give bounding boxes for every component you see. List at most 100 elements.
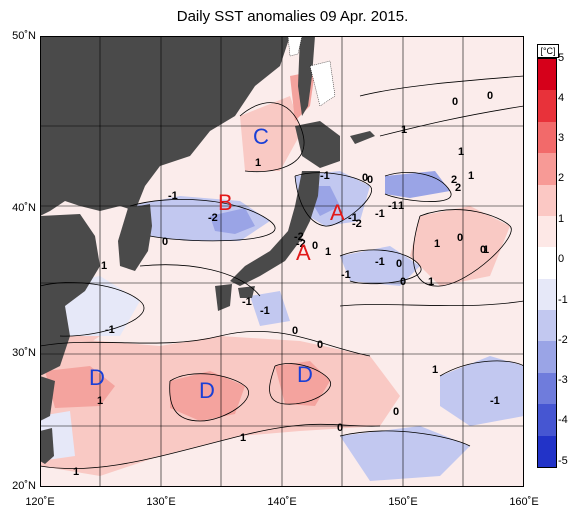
- warm-anomaly-area: [45, 366, 115, 408]
- colorbar-tick-label: -5: [558, 455, 568, 467]
- contour-value-label: 1: [73, 466, 80, 478]
- longitude-label: 150˚E: [388, 496, 418, 508]
- colorbar-tick-label: -2: [558, 334, 568, 346]
- contour-value-label: -1: [388, 200, 398, 212]
- contour-value-label: 0: [367, 174, 374, 186]
- colorbar-tick-label: 3: [558, 132, 565, 144]
- land-hokkaido: [295, 121, 340, 168]
- longitude-label: 160˚E: [509, 496, 539, 508]
- land-china: [40, 376, 55, 421]
- sea-ice-area: [309, 60, 336, 107]
- colorbar-tick-label: -1: [558, 294, 568, 306]
- longitude-label: 140˚E: [267, 496, 297, 508]
- warm-anomaly-area: [410, 206, 510, 286]
- contour-value-label: -1: [320, 170, 330, 182]
- region-marker-d: D: [89, 365, 105, 390]
- colorbar-segment: [538, 215, 556, 248]
- region-marker-a: A: [330, 200, 345, 225]
- contour-value-label: 2: [451, 174, 458, 186]
- contour-value-label: -1: [341, 269, 351, 281]
- contour-value-label: 0: [362, 172, 369, 184]
- contour-value-label: 1: [101, 260, 108, 272]
- sea-ice-area: [287, 36, 303, 57]
- contour-value-label: -1: [348, 212, 358, 224]
- contour-value-label: 0: [337, 422, 344, 434]
- contour-value-label: -1: [490, 395, 500, 407]
- colorbar-segment: [538, 121, 556, 154]
- contour-value-label: 1: [398, 200, 405, 212]
- colorbar-segment: [538, 435, 556, 468]
- contour-value-label: 1: [432, 364, 439, 376]
- region-marker-c: C: [253, 124, 269, 149]
- colorbar-tick-label: 2: [558, 172, 565, 184]
- map-title: Daily SST anomalies 09 Apr. 2015.: [176, 8, 409, 25]
- colorbar-segment: [538, 341, 556, 374]
- land-sakhalin: [298, 36, 315, 116]
- unit-label: [°C]: [537, 44, 559, 58]
- contour-value-label: -1: [260, 305, 270, 317]
- region-marker-b: B: [218, 190, 233, 215]
- contour-value-label: 0: [317, 339, 324, 351]
- contour-value-label: -2: [296, 238, 306, 250]
- contour-value-label: -1: [375, 256, 385, 268]
- contour-value-label: 0: [452, 96, 459, 108]
- sst-anomaly-map: [40, 36, 524, 487]
- warm-anomaly-area: [170, 371, 245, 421]
- cool-anomaly-area: [440, 356, 524, 426]
- latitude-label: 50˚N: [12, 30, 36, 42]
- colorbar-segment: [538, 59, 556, 91]
- cool-anomaly-area: [340, 246, 420, 286]
- contour-value-label: 0: [312, 240, 319, 252]
- contour-value-label: 1: [255, 157, 262, 169]
- contour-value-label: 1: [434, 238, 441, 250]
- contour-value-label: 0: [292, 325, 299, 337]
- colorbar-tick-label: 5: [558, 52, 565, 64]
- colorbar-tick-label: 1: [558, 213, 565, 225]
- cool-anomaly-area: [250, 291, 290, 326]
- colorbar-segment: [538, 372, 556, 405]
- grid-lines: [40, 36, 524, 487]
- colorbar-segment: [538, 247, 556, 280]
- contour-value-label: 0: [393, 406, 400, 418]
- colorbar-tick-label: -3: [558, 374, 568, 386]
- land-shikoku: [238, 286, 255, 298]
- region-marker-a: A: [296, 240, 311, 265]
- contour-value-label: 1: [240, 432, 247, 444]
- contour-value-label: 1: [401, 124, 408, 136]
- contour-value-label: 1: [483, 244, 490, 256]
- colorbar: [537, 58, 557, 468]
- contour-value-label: 0: [457, 232, 464, 244]
- contour-lines: [40, 75, 524, 470]
- colorbar-tick-label: -4: [558, 414, 568, 426]
- contour-value-label: 1: [458, 146, 465, 158]
- contour-value-label: -2: [294, 231, 304, 243]
- warm-anomaly-area: [240, 96, 302, 171]
- land-china: [40, 214, 100, 376]
- colorbar-segment: [538, 153, 556, 186]
- land-kurils: [350, 131, 375, 144]
- contour-value-label: 0: [480, 244, 487, 256]
- land-kyushu: [215, 284, 232, 311]
- contour-value-label: 0: [400, 276, 407, 288]
- contour-value-label: -2: [352, 218, 362, 230]
- contour-value-label: 1: [428, 276, 435, 288]
- contour-value-label: 0: [162, 236, 169, 248]
- contour-value-label: 2: [455, 182, 462, 194]
- region-marker-d: D: [297, 362, 313, 387]
- land-korea: [118, 204, 152, 271]
- colorbar-segment: [538, 404, 556, 437]
- region-marker-d: D: [199, 378, 215, 403]
- land-honshu: [230, 171, 320, 286]
- contour-value-label: 0: [487, 90, 494, 102]
- colorbar-segment: [538, 310, 556, 342]
- contour-value-label: -1: [242, 296, 252, 308]
- contour-value-label: 1: [325, 246, 332, 258]
- cool-anomaly-area: [340, 426, 470, 481]
- contour-value-label: -1: [105, 324, 115, 336]
- latitude-label: 40˚N: [12, 202, 36, 214]
- latitude-label: 30˚N: [12, 347, 36, 359]
- contour-value-label: -2: [208, 212, 218, 224]
- contour-value-label: -1: [375, 208, 385, 220]
- map-border: [40, 36, 524, 487]
- colorbar-segment: [538, 90, 556, 123]
